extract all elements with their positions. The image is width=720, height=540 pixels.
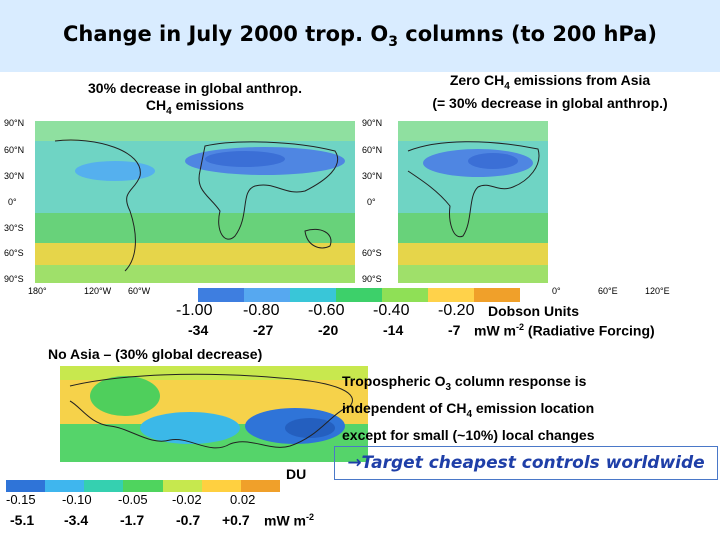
left-map bbox=[35, 121, 355, 283]
slide-title: Change in July 2000 trop. O3 columns (to… bbox=[62, 22, 658, 51]
main-rf-value: -20 bbox=[318, 322, 339, 338]
small-colorbar-tick: -0.05 bbox=[118, 492, 148, 507]
small-rf-value: +0.7 bbox=[222, 512, 250, 528]
main-colorbar-swatch bbox=[198, 288, 244, 302]
small-rf-unit: mW m-2 bbox=[264, 512, 315, 529]
main-colorbar-tick: -0.60 bbox=[308, 302, 345, 319]
small-colorbar-swatch bbox=[162, 480, 202, 492]
small-colorbar-tick: 0.02 bbox=[230, 492, 256, 507]
small-colorbar-swatch bbox=[84, 480, 124, 492]
small-colorbar-swatch bbox=[45, 480, 85, 492]
no-asia-label: No Asia – (30% global decrease) bbox=[48, 346, 263, 362]
main-rf-value: -14 bbox=[383, 322, 404, 338]
right-map-image bbox=[398, 121, 548, 283]
target-controls-callout: →Target cheapest controls worldwide bbox=[334, 446, 718, 480]
conclusion-text: Tropospheric O3 column response is indep… bbox=[342, 373, 595, 443]
main-colorbar-swatch bbox=[382, 288, 428, 302]
left-map-image bbox=[35, 121, 355, 283]
small-colorbar-units: DU bbox=[286, 466, 307, 482]
small-colorbar-swatch bbox=[123, 480, 163, 492]
main-colorbar-tick: -1.00 bbox=[176, 302, 213, 319]
main-colorbar-swatch bbox=[428, 288, 474, 302]
small-colorbar-swatch bbox=[6, 480, 46, 492]
main-rf-value: -34 bbox=[188, 322, 209, 338]
asia-map bbox=[60, 366, 368, 462]
small-colorbar bbox=[6, 480, 280, 492]
main-rf-unit: mW m-2 (Radiative Forcing) bbox=[474, 322, 655, 339]
right-map bbox=[398, 121, 548, 283]
small-rf-value: -3.4 bbox=[64, 512, 89, 528]
main-colorbar-tick: -0.40 bbox=[373, 302, 410, 319]
main-rf-value: -7 bbox=[448, 322, 461, 338]
main-colorbar-tick: -0.20 bbox=[438, 302, 475, 319]
main-colorbar-swatch bbox=[244, 288, 290, 302]
small-rf-value: -5.1 bbox=[10, 512, 35, 528]
main-rf-value: -27 bbox=[253, 322, 274, 338]
small-colorbar-tick: -0.02 bbox=[172, 492, 202, 507]
asia-map-image bbox=[60, 366, 368, 462]
main-colorbar-swatch bbox=[290, 288, 336, 302]
main-colorbar-swatch bbox=[336, 288, 382, 302]
main-colorbar bbox=[198, 288, 520, 302]
small-colorbar-swatch bbox=[201, 480, 241, 492]
small-colorbar-tick: -0.10 bbox=[62, 492, 92, 507]
main-colorbar-swatch bbox=[474, 288, 520, 302]
small-rf-value: -0.7 bbox=[176, 512, 201, 528]
title-bar bbox=[0, 0, 720, 72]
small-colorbar-tick: -0.15 bbox=[6, 492, 36, 507]
main-colorbar-units: Dobson Units bbox=[488, 303, 579, 319]
left-panel-title: 30% decrease in global anthrop. CH4 emis… bbox=[88, 80, 302, 117]
main-colorbar-tick: -0.80 bbox=[243, 302, 280, 319]
right-panel-title: Zero CH4 emissions from Asia (= 30% decr… bbox=[432, 72, 668, 111]
small-colorbar-swatch bbox=[240, 480, 280, 492]
small-rf-value: -1.7 bbox=[120, 512, 145, 528]
